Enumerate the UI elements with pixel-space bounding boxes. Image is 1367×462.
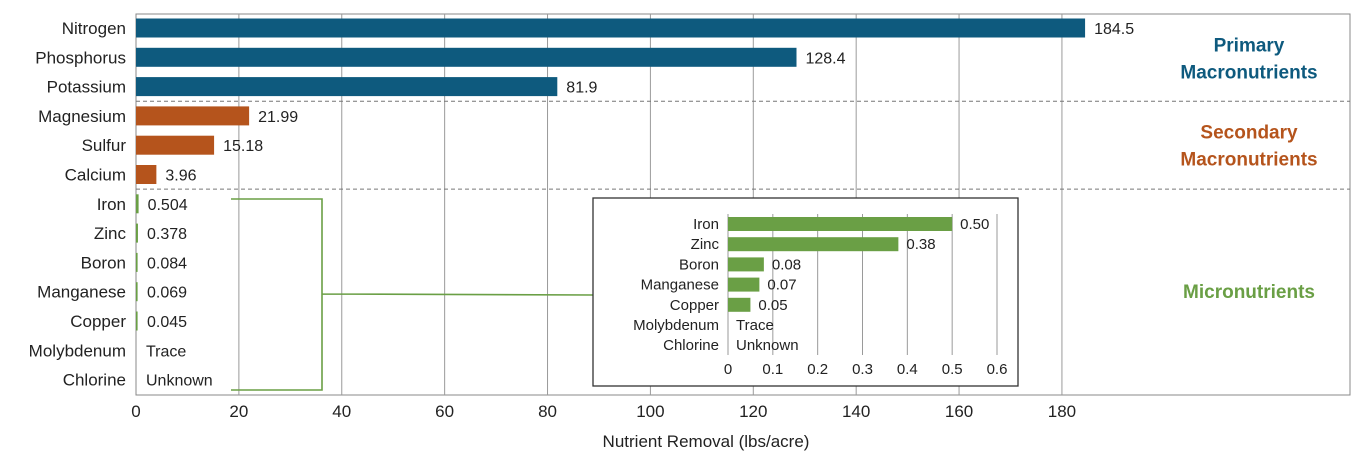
category-label-magnesium: Magnesium [38, 107, 126, 126]
bar-iron [136, 194, 139, 214]
category-label-zinc: Zinc [94, 224, 127, 243]
category-label-copper: Copper [70, 312, 126, 331]
x-tick-label: 140 [842, 402, 870, 421]
category-label-calcium: Calcium [65, 166, 126, 185]
inset-connector [231, 198, 594, 391]
value-label-nitrogen: 184.5 [1094, 21, 1134, 38]
inset-value-label-zinc: 0.38 [906, 236, 935, 253]
x-tick-label: 100 [636, 402, 664, 421]
category-label-chlorine: Chlorine [63, 371, 126, 390]
inset-x-tick-label: 0.6 [987, 361, 1008, 378]
micronutrient-bracket [231, 198, 594, 391]
inset-value-label-boron: 0.08 [772, 256, 801, 273]
category-label-phosphorus: Phosphorus [35, 48, 126, 67]
value-label-potassium: 81.9 [566, 80, 597, 97]
category-label-manganese: Manganese [37, 283, 126, 302]
bar-zinc [136, 223, 138, 243]
inset-x-tick-label: 0.3 [852, 361, 873, 378]
group-label-secondary-macronutrients: Secondary [1200, 123, 1298, 144]
bar-calcium [136, 165, 157, 184]
inset-x-tick-label: 0.5 [942, 361, 963, 378]
inset-value-label-manganese: 0.07 [767, 277, 796, 294]
bar-magnesium [136, 106, 250, 126]
bar-sulfur [136, 135, 215, 155]
inset-value-label-chlorine: Unknown [736, 337, 799, 354]
group-labels: Primary Macronutrients Secondary Macronutri… [1180, 36, 1317, 304]
inset-category-label-zinc: Zinc [691, 236, 720, 253]
bar-phosphorus [136, 47, 797, 67]
inset-x-tick-label: 0 [724, 361, 732, 378]
main-value-labels: 184.5 128.4 81.9 21.99 15.18 3.96 0.504 0.378 0.… [146, 21, 1134, 390]
group-label-secondary-macronutrients: Macronutrients [1180, 150, 1317, 171]
main-bars [136, 18, 1086, 331]
inset-x-tick-label: 0.1 [762, 361, 783, 378]
inset-value-label-molybdenum: Trace [736, 317, 774, 334]
value-label-magnesium: 21.99 [258, 109, 298, 126]
inset-bar-boron [728, 257, 764, 272]
value-label-boron: 0.084 [147, 255, 187, 272]
bar-manganese [136, 282, 138, 302]
bar-potassium [136, 77, 558, 97]
value-label-chlorine: Unknown [146, 373, 213, 390]
category-label-boron: Boron [81, 253, 126, 272]
value-label-phosphorus: 128.4 [805, 50, 845, 67]
x-tick-label: 0 [131, 402, 140, 421]
category-label-iron: Iron [97, 195, 126, 214]
value-label-iron: 0.504 [148, 197, 188, 214]
group-label-primary-macronutrients: Macronutrients [1180, 63, 1317, 84]
category-label-nitrogen: Nitrogen [62, 19, 126, 38]
category-label-potassium: Potassium [47, 78, 126, 97]
inset-bar-manganese [728, 277, 760, 292]
x-tick-label: 20 [229, 402, 248, 421]
inset-x-tick-label: 0.2 [807, 361, 828, 378]
x-axis-title: Nutrient Removal (lbs/acre) [603, 432, 810, 451]
main-category-labels: Nitrogen Phosphorus Potassium Magnesium Sulf… [29, 19, 127, 390]
group-label-micronutrients: Micronutrients [1183, 282, 1315, 303]
x-tick-label: 180 [1048, 402, 1076, 421]
category-label-sulfur: Sulfur [82, 136, 127, 155]
inset-value-label-iron: 0.50 [960, 216, 989, 233]
inset-category-label-boron: Boron [679, 256, 719, 273]
inset-category-label-iron: Iron [693, 216, 719, 233]
inset-bar-zinc [728, 237, 899, 252]
group-label-primary-macronutrients: Primary [1214, 36, 1285, 57]
inset-category-label-copper: Copper [670, 297, 719, 314]
x-tick-label: 120 [739, 402, 767, 421]
main-x-tick-labels: 0 20 40 60 80 100 120 140 160 180 [131, 402, 1076, 421]
bar-boron [136, 252, 138, 272]
x-tick-label: 60 [435, 402, 454, 421]
bar-nitrogen [136, 18, 1086, 38]
x-tick-label: 40 [332, 402, 351, 421]
x-tick-label: 80 [538, 402, 557, 421]
value-label-calcium: 3.96 [165, 168, 196, 185]
value-label-molybdenum: Trace [146, 343, 186, 360]
inset-chart: 0 0.1 0.2 0.3 0.4 0.5 0.6 Iron 0.50 Zinc 0.38 Boron… [592, 197, 1019, 387]
group-separators [136, 100, 1350, 190]
value-label-manganese: 0.069 [147, 285, 187, 302]
value-label-zinc: 0.378 [147, 226, 187, 243]
value-label-sulfur: 15.18 [223, 138, 263, 155]
inset-bar-copper [728, 297, 751, 312]
value-label-copper: 0.045 [147, 314, 187, 331]
category-label-molybdenum: Molybdenum [29, 341, 126, 360]
inset-value-label-copper: 0.05 [758, 297, 787, 314]
inset-bar-iron [728, 217, 953, 231]
inset-category-label-manganese: Manganese [641, 277, 719, 294]
inset-category-label-molybdenum: Molybdenum [633, 317, 719, 334]
x-tick-label: 160 [945, 402, 973, 421]
inset-category-label-chlorine: Chlorine [663, 337, 719, 354]
inset-x-tick-label: 0.4 [897, 361, 918, 378]
bar-copper [136, 311, 138, 331]
